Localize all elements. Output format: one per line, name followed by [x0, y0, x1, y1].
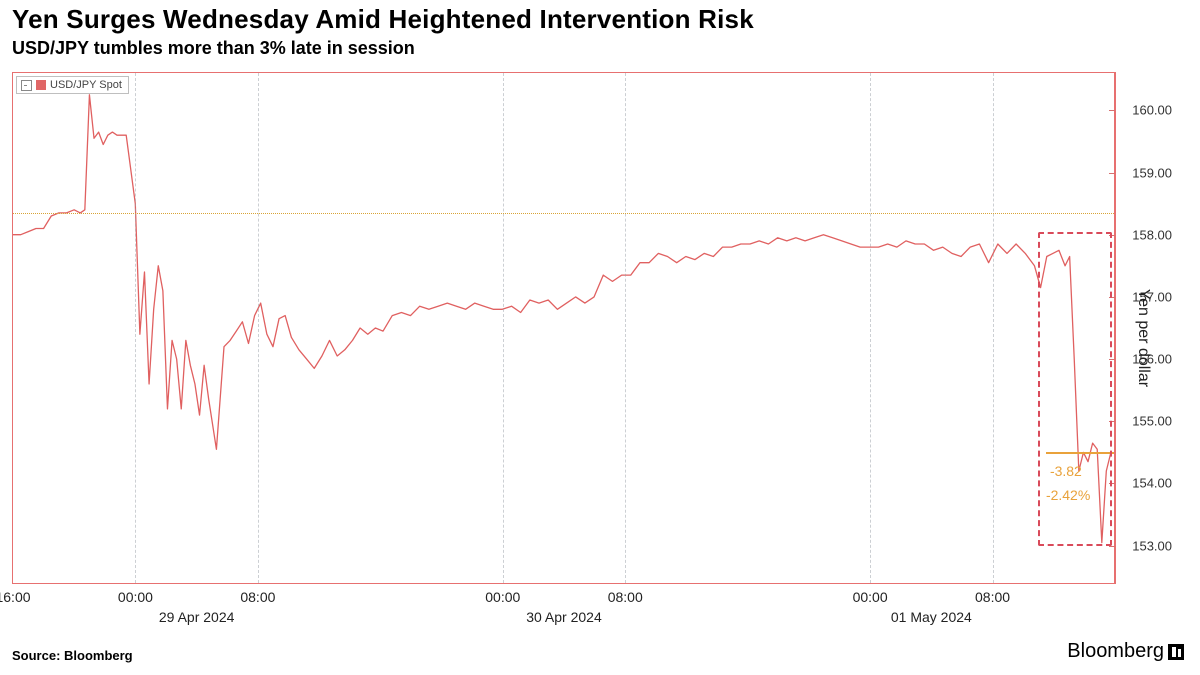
- y-tick-mark: [1109, 173, 1115, 174]
- x-tick-label: 08:00: [975, 589, 1010, 605]
- chart-plot-area: USD/JPY Spot 160.00159.00158.00157.00156…: [12, 72, 1116, 584]
- reference-level-line: [13, 213, 1114, 214]
- x-date-label: 30 Apr 2024: [526, 609, 602, 625]
- y-axis-title: Yen per dollar: [1134, 288, 1152, 386]
- bloomberg-mark-icon: [1168, 644, 1184, 660]
- brand-text: Bloomberg: [1067, 640, 1164, 663]
- x-tick-label: 16:00: [0, 589, 31, 605]
- grid-vline: [870, 73, 871, 583]
- grid-vline: [993, 73, 994, 583]
- chart-title: Yen Surges Wednesday Amid Heightened Int…: [12, 4, 754, 35]
- chart-subtitle: USD/JPY tumbles more than 3% late in ses…: [12, 38, 415, 59]
- x-tick-label: 00:00: [853, 589, 888, 605]
- bloomberg-logo: Bloomberg: [1067, 640, 1184, 663]
- x-tick-label: 08:00: [240, 589, 275, 605]
- y-tick-label: 159.00: [1132, 165, 1172, 180]
- y-tick-mark: [1109, 546, 1115, 547]
- x-tick-label: 08:00: [608, 589, 643, 605]
- y-tick-label: 154.00: [1132, 476, 1172, 491]
- y-tick-label: 160.00: [1132, 103, 1172, 118]
- delta-pct-label: -2.42%: [1046, 487, 1090, 503]
- y-tick-label: 153.00: [1132, 538, 1172, 553]
- x-date-label: 29 Apr 2024: [159, 609, 235, 625]
- grid-vline: [625, 73, 626, 583]
- delta-abs-label: -3.82: [1050, 463, 1082, 479]
- grid-vline: [258, 73, 259, 583]
- x-tick-label: 00:00: [485, 589, 520, 605]
- x-tick-label: 00:00: [118, 589, 153, 605]
- y-tick-label: 155.00: [1132, 414, 1172, 429]
- y-tick-label: 158.00: [1132, 227, 1172, 242]
- y-tick-mark: [1109, 110, 1115, 111]
- x-date-label: 01 May 2024: [891, 609, 972, 625]
- source-label: Source: Bloomberg: [12, 648, 133, 663]
- grid-vline: [503, 73, 504, 583]
- line-series: [13, 73, 1114, 583]
- grid-vline: [135, 73, 136, 583]
